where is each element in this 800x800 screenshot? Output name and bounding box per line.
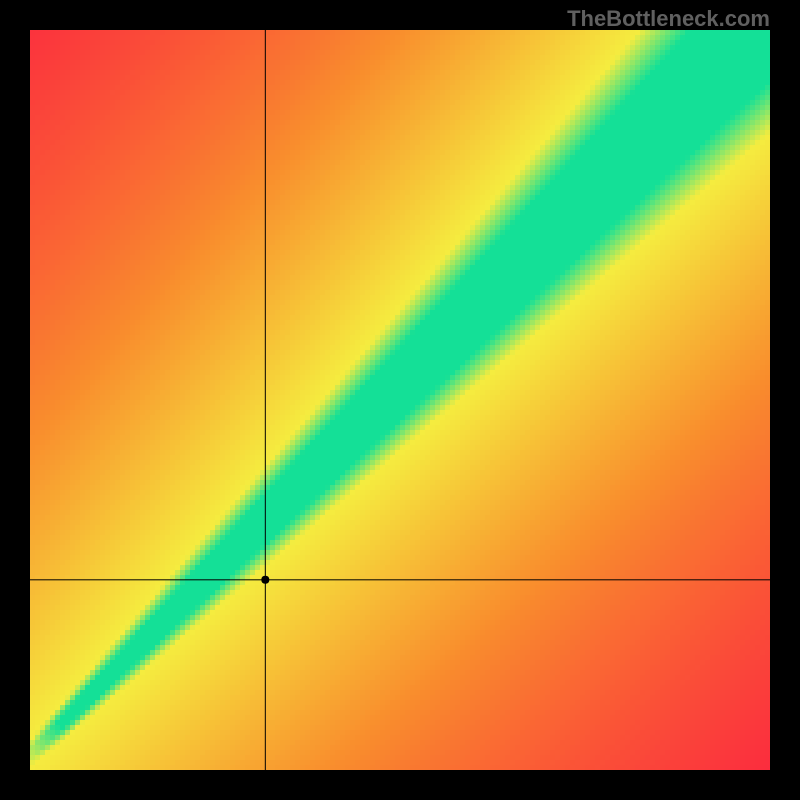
heatmap-plot: [30, 30, 770, 770]
heatmap-canvas: [30, 30, 770, 770]
watermark-text: TheBottleneck.com: [567, 6, 770, 32]
chart-container: TheBottleneck.com: [0, 0, 800, 800]
